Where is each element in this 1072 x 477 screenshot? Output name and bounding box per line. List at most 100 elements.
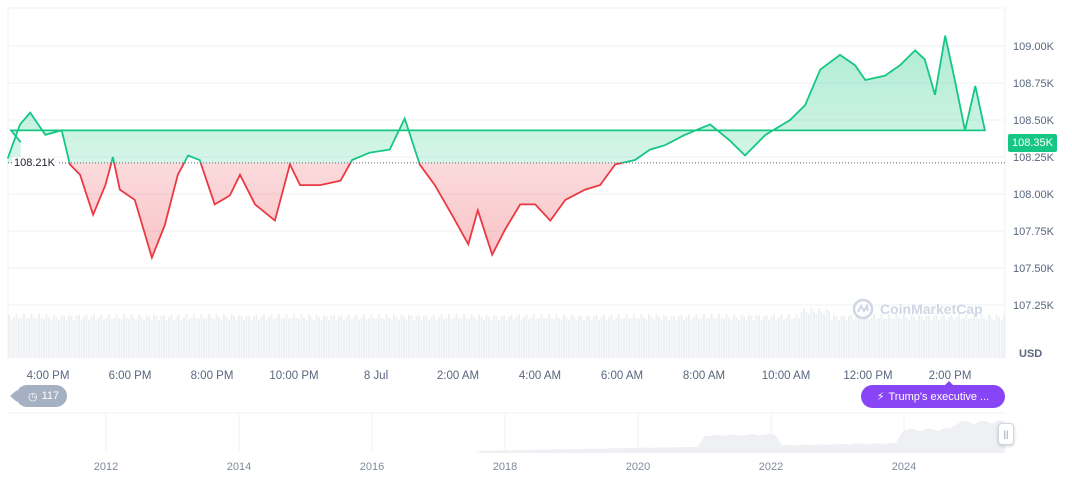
volume-bar <box>715 318 718 358</box>
volume-bar <box>570 314 573 358</box>
volume-bar <box>215 314 218 358</box>
volume-bar <box>288 318 290 358</box>
volume-bar <box>575 319 578 358</box>
volume-bar <box>468 319 470 358</box>
volume-bar <box>553 319 555 358</box>
volume-bar <box>495 315 498 358</box>
volume-bar <box>663 314 665 358</box>
volume-bar <box>755 315 758 358</box>
volume-bar <box>518 314 520 358</box>
volume-bar <box>328 319 330 358</box>
volume-bar <box>895 314 898 358</box>
volume-bar <box>33 318 35 358</box>
volume-bar <box>55 316 58 358</box>
volume-bar <box>368 318 370 358</box>
volume-bar <box>475 319 478 358</box>
volume-bar <box>235 319 238 358</box>
volume-bar <box>10 319 13 358</box>
volume-bar <box>963 317 965 358</box>
volume-bar <box>580 315 583 358</box>
x-tick-label: 8:00 PM <box>191 370 234 382</box>
volume-bar <box>430 316 433 358</box>
volume-bar <box>375 318 378 358</box>
volume-bar <box>303 317 305 358</box>
volume-bar <box>155 315 158 358</box>
volume-bar <box>610 314 613 358</box>
volume-bar <box>595 314 598 358</box>
volume-bar <box>170 314 173 358</box>
volume-bar <box>845 319 848 358</box>
volume-bar <box>930 319 933 358</box>
volume-bar <box>958 314 960 358</box>
volume-bar <box>388 317 390 358</box>
volume-bar <box>943 314 945 358</box>
volume-bar <box>695 314 698 358</box>
volume-bar <box>443 319 445 358</box>
volume-bar <box>605 319 608 358</box>
volume-bar <box>613 319 615 358</box>
volume-bar <box>203 318 205 358</box>
volume-bar <box>455 314 458 358</box>
volume-bar <box>505 319 508 358</box>
volume-bar <box>193 314 195 358</box>
volume-bar <box>145 314 148 358</box>
volume-bar <box>588 315 590 358</box>
volume-bar <box>993 319 995 358</box>
volume-bar <box>20 317 23 358</box>
volume-bar <box>598 319 600 358</box>
volume-bar <box>243 319 245 358</box>
volume-bar <box>283 318 285 358</box>
volume-bar <box>323 315 325 358</box>
volume-bar <box>43 319 45 358</box>
volume-bar <box>990 317 993 358</box>
volume-bar <box>875 319 878 358</box>
volume-bar <box>840 315 843 358</box>
volume-bar <box>945 319 948 358</box>
volume-bar <box>700 317 703 358</box>
volume-bar <box>143 319 145 358</box>
volume-bar <box>35 318 38 358</box>
volume-bar <box>100 314 103 358</box>
volume-bar <box>650 316 653 358</box>
volume-bar <box>768 319 770 358</box>
volume-bar <box>703 314 705 358</box>
current-price-badge: 108.35K <box>1008 134 1057 152</box>
volume-bar <box>893 318 895 358</box>
history-badge[interactable]: ◷ 117 <box>9 385 68 407</box>
volume-bar <box>565 316 568 358</box>
volume-bar <box>8 314 10 358</box>
volume-bar <box>855 316 858 358</box>
volume-bar <box>113 318 115 358</box>
volume-bar <box>540 314 543 358</box>
volume-bar <box>490 319 493 358</box>
volume-bar <box>903 314 905 358</box>
volume-bar <box>395 316 398 358</box>
volume-bar <box>325 315 328 358</box>
volume-bar <box>975 318 978 358</box>
volume-bar <box>508 316 510 358</box>
volume-bar <box>670 315 673 358</box>
volume-bar <box>53 314 55 358</box>
volume-bar <box>73 319 75 358</box>
y-tick-label: 108.75K <box>1013 78 1055 90</box>
volume-bar <box>418 315 420 358</box>
navigator-handle[interactable]: || <box>998 423 1014 445</box>
volume-bar <box>453 318 455 358</box>
volume-bar <box>813 311 815 358</box>
volume-bar <box>763 315 765 358</box>
volume-bar <box>658 316 660 358</box>
volume-bar <box>405 319 408 358</box>
news-event-label: Trump's executive ... <box>888 390 990 403</box>
volume-bar <box>960 319 963 358</box>
volume-bar <box>108 314 110 358</box>
volume-bar <box>260 316 263 358</box>
volume-bar <box>340 314 343 358</box>
news-event-badge[interactable]: ⚡︎ Trump's executive ... <box>861 381 1005 408</box>
volume-bar <box>788 314 790 358</box>
navigator-year-label: 2016 <box>360 461 384 473</box>
volume-bar <box>60 314 63 358</box>
volume-bar <box>728 317 730 358</box>
volume-bar <box>778 316 780 358</box>
